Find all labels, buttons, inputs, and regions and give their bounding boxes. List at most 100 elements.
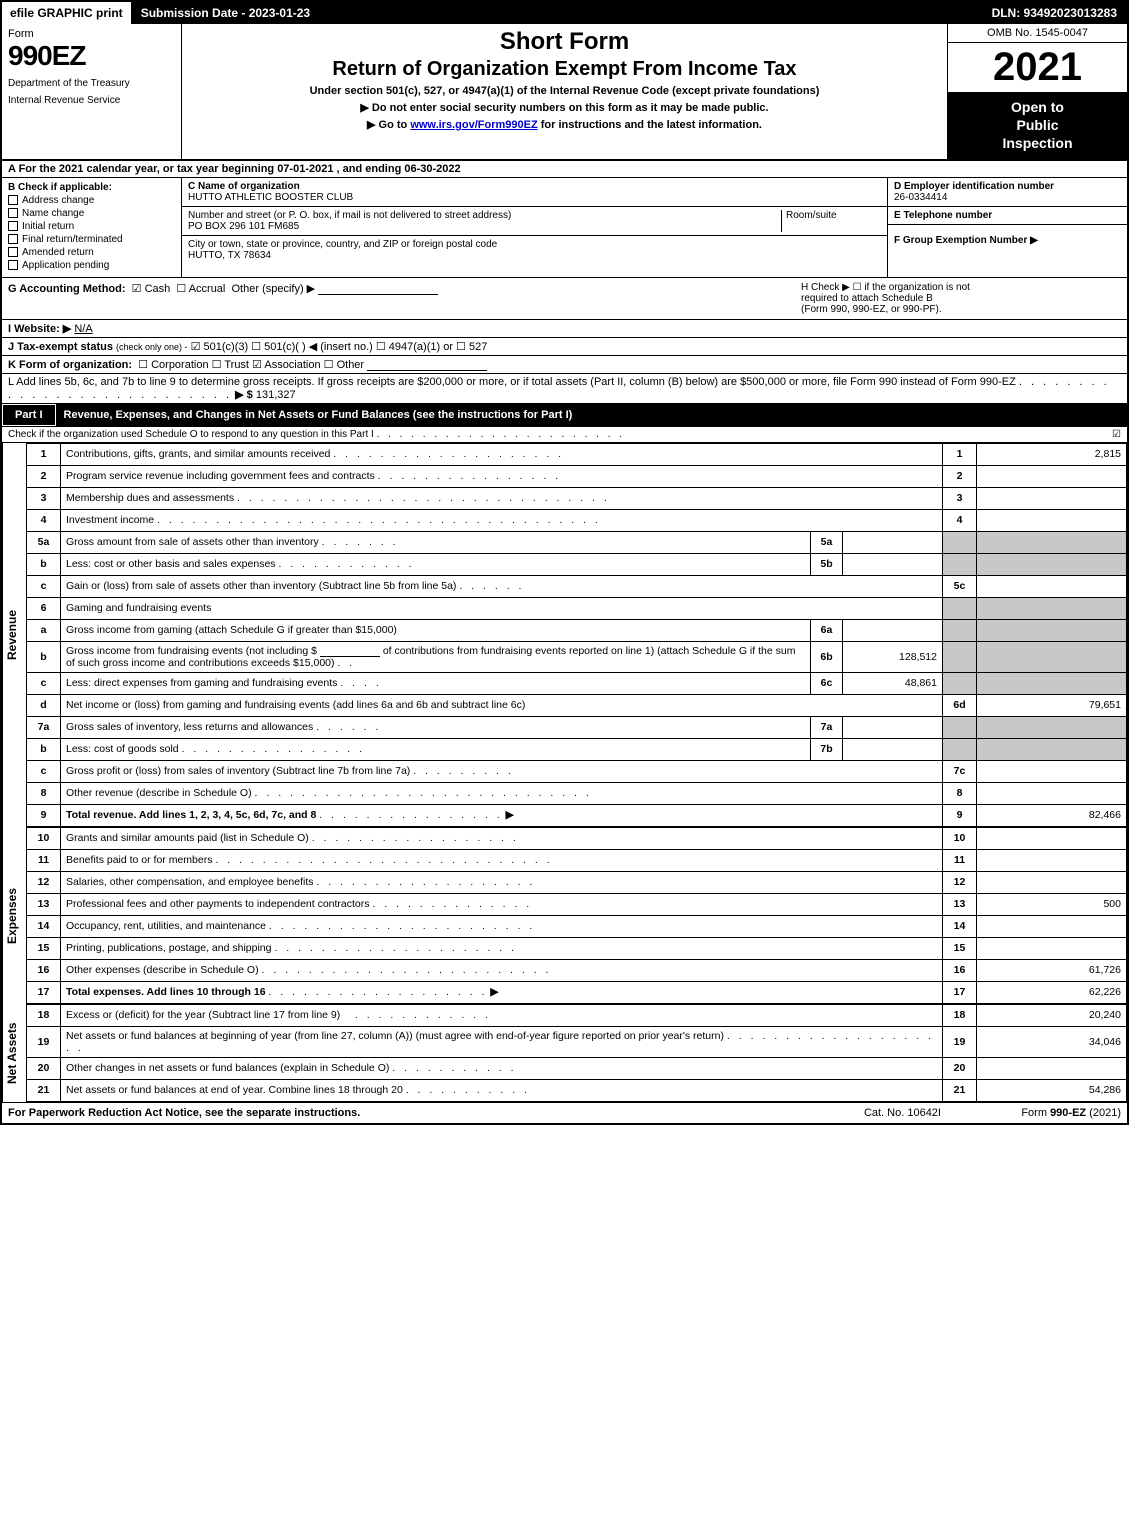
- checkbox-icon[interactable]: [8, 247, 18, 257]
- g-accrual: Accrual: [189, 283, 226, 295]
- desc-text: Grants and similar amounts paid (list in…: [66, 832, 309, 844]
- d-label: D Employer identification number: [894, 181, 1121, 192]
- header-right: OMB No. 1545-0047 2021 Open to Public In…: [947, 24, 1127, 159]
- omb-number: OMB No. 1545-0047: [948, 24, 1127, 43]
- row-i: I Website: ▶ N/A: [2, 320, 1127, 338]
- checkbox-icon[interactable]: [8, 260, 18, 270]
- dln: DLN: 93492023013283: [982, 2, 1127, 24]
- desc: Other changes in net assets or fund bala…: [61, 1057, 943, 1079]
- num: 9: [943, 804, 977, 826]
- ln: 14: [27, 915, 61, 937]
- desc-text: Gross profit or (loss) from sales of inv…: [66, 765, 410, 777]
- cb-label: Name change: [22, 208, 84, 219]
- desc-text: Benefits paid to or for members: [66, 854, 212, 866]
- ln: b: [27, 553, 61, 575]
- netassets-label: Net Assets: [2, 1004, 26, 1102]
- header-center: Short Form Return of Organization Exempt…: [182, 24, 947, 159]
- part1-check[interactable]: ☑: [1112, 429, 1121, 440]
- val: [977, 575, 1127, 597]
- c-addr: Number and street (or P. O. box, if mail…: [182, 207, 887, 236]
- f-label: F Group Exemption Number ▶: [894, 235, 1121, 246]
- submission-date: Submission Date - 2023-01-23: [131, 2, 320, 24]
- midval: [843, 619, 943, 641]
- org-name: HUTTO ATHLETIC BOOSTER CLUB: [188, 192, 353, 203]
- desc-text: Total expenses. Add lines 10 through 16: [66, 986, 266, 998]
- desc-text: Occupancy, rent, utilities, and maintena…: [66, 920, 266, 932]
- checkbox-icon[interactable]: [8, 234, 18, 244]
- num: 1: [943, 443, 977, 465]
- k-other-input[interactable]: [367, 359, 487, 371]
- irs-link[interactable]: www.irs.gov/Form990EZ: [410, 119, 537, 131]
- cb-address-change: Address change: [8, 195, 175, 206]
- desc: Gain or (loss) from sale of assets other…: [61, 575, 943, 597]
- midnum: 7a: [811, 716, 843, 738]
- part1-sub-inner: Check if the organization used Schedule …: [8, 429, 374, 440]
- ln: 11: [27, 849, 61, 871]
- cb-final-return: Final return/terminated: [8, 234, 175, 245]
- desc-text: Less: cost of goods sold: [66, 743, 179, 755]
- desc: Program service revenue including govern…: [61, 465, 943, 487]
- ln: 10: [27, 827, 61, 849]
- ln: 13: [27, 893, 61, 915]
- num: 10: [943, 827, 977, 849]
- checkbox-icon[interactable]: [8, 221, 18, 231]
- ln: 19: [27, 1026, 61, 1057]
- desc-text: Professional fees and other payments to …: [66, 898, 370, 910]
- desc-text: Other revenue (describe in Schedule O): [66, 787, 252, 799]
- desc: Grants and similar amounts paid (list in…: [61, 827, 943, 849]
- contrib-input[interactable]: [320, 645, 380, 657]
- row-l: L Add lines 5b, 6c, and 7b to line 9 to …: [2, 374, 1127, 404]
- val: [977, 915, 1127, 937]
- checkbox-icon[interactable]: [8, 208, 18, 218]
- room-suite-label: Room/suite: [781, 210, 881, 232]
- part1-title: Revenue, Expenses, and Changes in Net As…: [56, 405, 1127, 425]
- cb-label: Address change: [22, 195, 94, 206]
- midval: 128,512: [843, 641, 943, 672]
- desc: Printing, publications, postage, and shi…: [61, 937, 943, 959]
- val: [977, 760, 1127, 782]
- val: 61,726: [977, 959, 1127, 981]
- val: [977, 465, 1127, 487]
- desc: Net income or (loss) from gaming and fun…: [61, 694, 943, 716]
- desc-text: Net assets or fund balances at beginning…: [66, 1030, 724, 1042]
- midnum: 6a: [811, 619, 843, 641]
- cb-application-pending: Application pending: [8, 260, 175, 271]
- cb-initial-return: Initial return: [8, 221, 175, 232]
- val: 82,466: [977, 804, 1127, 826]
- cb-amended-return: Amended return: [8, 247, 175, 258]
- shaded: [977, 553, 1127, 575]
- line-6a: aGross income from gaming (attach Schedu…: [27, 619, 1127, 641]
- midnum: 7b: [811, 738, 843, 760]
- val: 20,240: [977, 1004, 1127, 1026]
- desc: Membership dues and assessments . . . . …: [61, 487, 943, 509]
- line-10: 10 Grants and similar amounts paid (list …: [27, 827, 1127, 849]
- shaded: [943, 716, 977, 738]
- desc: Less: cost of goods sold . . . . . . . .…: [61, 738, 811, 760]
- desc: Total expenses. Add lines 10 through 16 …: [61, 981, 943, 1003]
- val: [977, 871, 1127, 893]
- ln: 2: [27, 465, 61, 487]
- line-21: 21Net assets or fund balances at end of …: [27, 1079, 1127, 1101]
- g-cash: Cash: [145, 283, 171, 295]
- ln: 20: [27, 1057, 61, 1079]
- line-1: 1Contributions, gifts, grants, and simil…: [27, 443, 1127, 465]
- k-label: K Form of organization:: [8, 359, 132, 371]
- checkbox-icon[interactable]: [8, 195, 18, 205]
- instr-goto: ▶ Go to www.irs.gov/Form990EZ for instru…: [190, 118, 939, 131]
- form-number: 990EZ: [8, 40, 175, 72]
- shaded: [943, 738, 977, 760]
- g-other-input[interactable]: [318, 283, 438, 295]
- b-label: B Check if applicable:: [8, 182, 175, 193]
- revenue-section: Revenue 1Contributions, gifts, grants, a…: [2, 443, 1127, 827]
- expenses-section: Expenses 10Grants and similar amounts pa…: [2, 827, 1127, 1004]
- line-12: 12Salaries, other compensation, and empl…: [27, 871, 1127, 893]
- num: 2: [943, 465, 977, 487]
- footer: For Paperwork Reduction Act Notice, see …: [2, 1102, 1127, 1123]
- desc: Gross profit or (loss) from sales of inv…: [61, 760, 943, 782]
- l-text: L Add lines 5b, 6c, and 7b to line 9 to …: [8, 376, 1016, 388]
- desc: Occupancy, rent, utilities, and maintena…: [61, 915, 943, 937]
- shaded: [977, 738, 1127, 760]
- cb-label: Application pending: [22, 260, 109, 271]
- open-to: Open to: [954, 98, 1121, 116]
- j-sub: (check only one) -: [116, 342, 188, 352]
